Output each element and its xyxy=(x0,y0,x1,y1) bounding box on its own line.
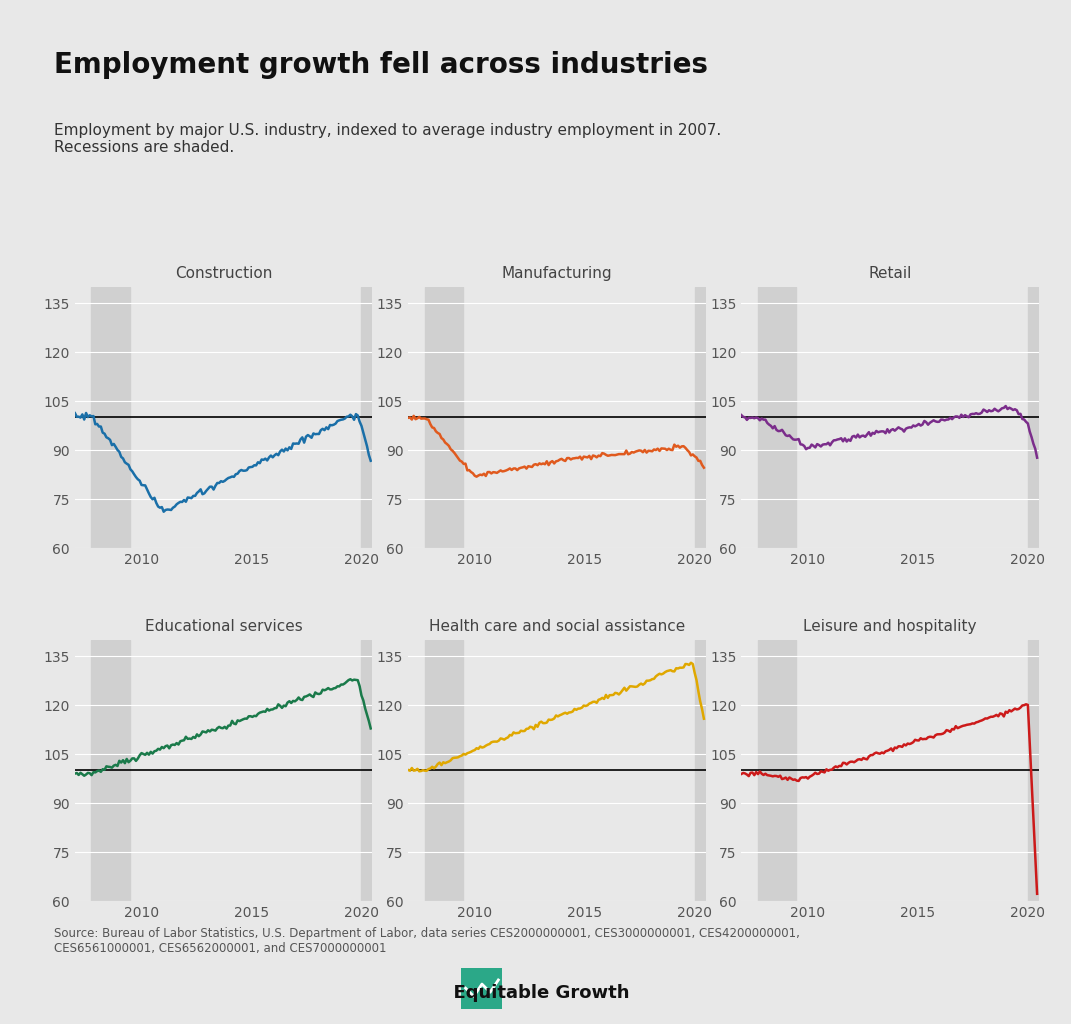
Text: Equitable Growth: Equitable Growth xyxy=(441,984,630,1002)
Bar xyxy=(1028,287,1039,548)
Bar xyxy=(695,287,706,548)
Title: Retail: Retail xyxy=(869,266,911,282)
Title: Leisure and hospitality: Leisure and hospitality xyxy=(803,620,977,634)
Bar xyxy=(1028,640,1039,901)
Text: Employment by major U.S. industry, indexed to average industry employment in 200: Employment by major U.S. industry, index… xyxy=(54,123,721,156)
Title: Educational services: Educational services xyxy=(145,620,303,634)
Bar xyxy=(361,640,373,901)
Text: Source: Bureau of Labor Statistics, U.S. Department of Labor, data series CES200: Source: Bureau of Labor Statistics, U.S.… xyxy=(54,927,799,954)
Title: Health care and social assistance: Health care and social assistance xyxy=(428,620,685,634)
Text: Employment growth fell across industries: Employment growth fell across industries xyxy=(54,51,708,79)
Bar xyxy=(425,287,464,548)
Title: Construction: Construction xyxy=(175,266,272,282)
Bar xyxy=(758,640,797,901)
Title: Manufacturing: Manufacturing xyxy=(501,266,613,282)
Bar xyxy=(425,640,464,901)
Bar xyxy=(758,287,797,548)
Bar xyxy=(695,640,706,901)
Bar xyxy=(91,640,130,901)
Bar xyxy=(91,287,130,548)
Bar xyxy=(361,287,373,548)
